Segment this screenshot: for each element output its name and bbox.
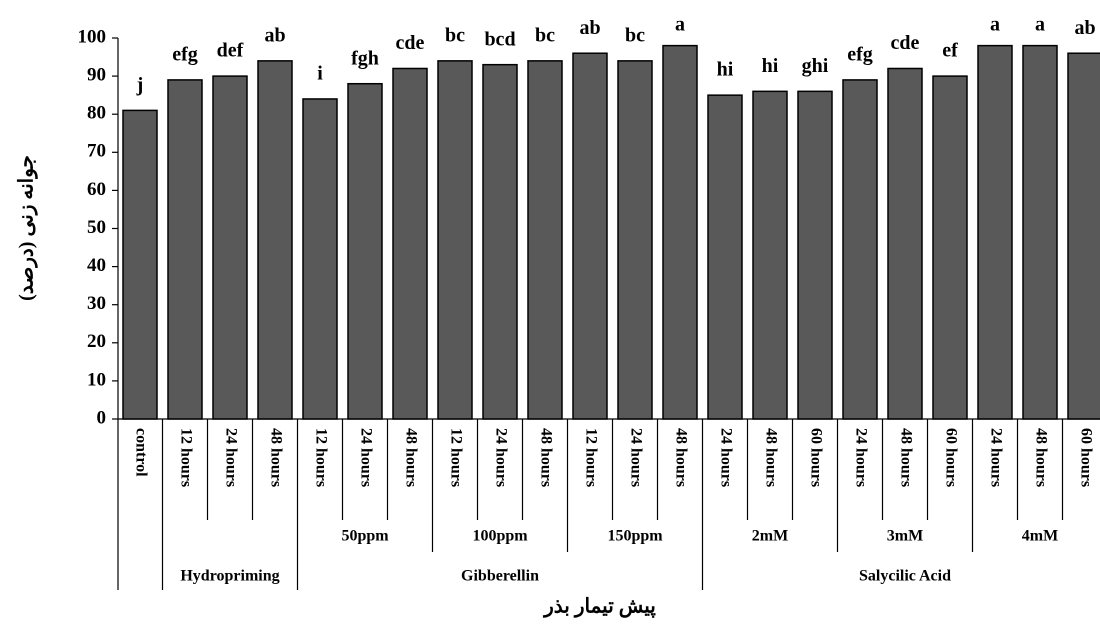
x-tick-label: 60 hours <box>807 428 824 487</box>
y-tick-label: 100 <box>78 26 107 47</box>
x-tick-label: 24 hours <box>852 428 869 487</box>
x-tick-label: control <box>132 428 149 477</box>
x-tick-label: 48 hours <box>267 428 284 487</box>
bar <box>752 90 788 420</box>
x-tick-label: 12 hours <box>312 428 329 487</box>
group-label: Salycilic Acid <box>859 568 951 585</box>
significance-letter: efg <box>847 44 873 66</box>
significance-letter: def <box>217 40 244 62</box>
significance-letter: cde <box>396 32 425 54</box>
bar <box>257 60 293 420</box>
x-tick-label: 12 hours <box>447 428 464 487</box>
y-tick-label: 80 <box>87 103 106 124</box>
x-tick-label: 48 hours <box>897 428 914 487</box>
bar <box>122 109 158 420</box>
bar <box>797 90 833 420</box>
x-tick-label: 60 hours <box>1077 428 1094 487</box>
significance-letter: fgh <box>351 47 379 69</box>
bar <box>662 44 698 420</box>
bar <box>167 79 203 420</box>
x-tick-label: 60 hours <box>942 428 959 487</box>
subgroup-label: 3mM <box>887 528 923 545</box>
significance-letter: ab <box>579 17 600 39</box>
significance-letter: bc <box>625 24 645 46</box>
significance-letter: cde <box>891 32 920 54</box>
group-label: Hydropriming <box>180 568 279 585</box>
significance-letter: a <box>675 14 685 36</box>
bar <box>482 63 518 420</box>
x-tick-label: 48 hours <box>537 428 554 487</box>
y-tick-label: 10 <box>87 369 106 390</box>
y-tick-label: 90 <box>87 64 106 85</box>
subgroup-label: 150ppm <box>607 528 663 545</box>
subgroup-label: 2mM <box>752 528 788 545</box>
bar <box>932 75 968 420</box>
x-tick-label: 24 hours <box>627 428 644 487</box>
significance-letter: ab <box>264 24 285 46</box>
subgroup-label: 50ppm <box>341 528 389 545</box>
x-tick-label: 24 hours <box>492 428 509 487</box>
x-tick-label: 48 hours <box>672 428 689 487</box>
bar <box>302 98 338 420</box>
x-tick-label: 48 hours <box>1032 428 1049 487</box>
bar <box>1067 52 1100 420</box>
bar <box>212 75 248 420</box>
significance-letter: ef <box>942 40 958 62</box>
x-tick-label: 12 hours <box>582 428 599 487</box>
bar <box>707 94 743 420</box>
bar <box>572 52 608 420</box>
bar <box>617 60 653 420</box>
bar <box>437 60 473 420</box>
x-tick-label: 24 hours <box>357 428 374 487</box>
subgroup-label: 4mM <box>1022 528 1058 545</box>
x-tick-label: 48 hours <box>762 428 779 487</box>
significance-letter: bc <box>445 24 465 46</box>
bar <box>347 82 383 420</box>
significance-letter: hi <box>762 55 779 77</box>
x-tick-label: 12 hours <box>177 428 194 487</box>
significance-letter: hi <box>717 59 734 81</box>
y-tick-label: 60 <box>87 179 106 200</box>
significance-letter: bcd <box>484 28 515 50</box>
significance-letter: ab <box>1074 17 1095 39</box>
x-axis-title: پیش تیمار بذر <box>542 596 656 619</box>
x-tick-label: 24 hours <box>222 428 239 487</box>
significance-letter: j <box>136 74 144 96</box>
y-tick-label: 0 <box>97 407 107 428</box>
y-tick-label: 70 <box>87 141 106 162</box>
y-axis-title: جوانه زنی (درصد) <box>16 155 39 301</box>
bar <box>527 60 563 420</box>
significance-letter: a <box>990 14 1000 36</box>
x-tick-label: 24 hours <box>987 428 1004 487</box>
bar <box>977 44 1013 420</box>
y-tick-label: 20 <box>87 331 106 352</box>
y-tick-label: 50 <box>87 217 106 238</box>
significance-letter: bc <box>535 24 555 46</box>
subgroup-label: 100ppm <box>472 528 528 545</box>
bar <box>842 79 878 420</box>
y-tick-label: 30 <box>87 293 106 314</box>
significance-letter: a <box>1035 14 1045 36</box>
significance-letter: i <box>317 63 323 85</box>
significance-letter: ghi <box>802 55 829 77</box>
y-tick-label: 40 <box>87 255 106 276</box>
x-tick-label: 24 hours <box>717 428 734 487</box>
bar <box>887 67 923 420</box>
bar <box>1022 44 1058 420</box>
x-tick-label: 48 hours <box>402 428 419 487</box>
bar <box>392 67 428 420</box>
significance-letter: efg <box>172 44 198 66</box>
group-label: Gibberellin <box>461 568 539 585</box>
